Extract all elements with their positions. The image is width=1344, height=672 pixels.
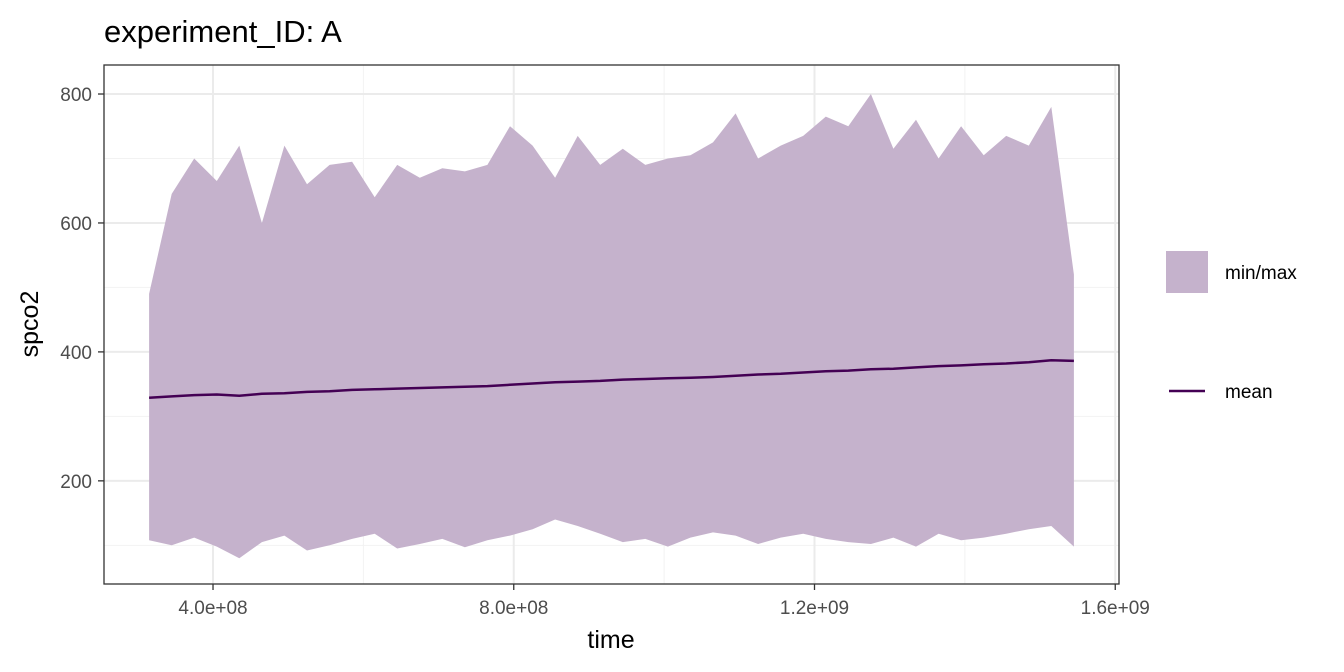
- x-axis: 4.0e+08 8.0e+08 1.2e+09 1.6e+09: [178, 584, 1150, 619]
- x-tick-label: 4.0e+08: [178, 598, 247, 619]
- y-tick-label: 200: [60, 472, 92, 493]
- panel-border: [103, 64, 1120, 585]
- mean-line: [149, 359, 1074, 399]
- legend-label-mean: mean: [1225, 382, 1273, 403]
- plot-panel: [103, 64, 1120, 585]
- chart-title: experiment_ID: A: [104, 14, 342, 49]
- x-tick-label: 1.2e+09: [780, 598, 849, 619]
- y-tick-label: 400: [60, 343, 92, 364]
- x-axis-title: time: [587, 626, 634, 654]
- y-tick-label: 600: [60, 214, 92, 235]
- x-tick-label: 1.6e+09: [1081, 598, 1150, 619]
- y-axis-title: spco2: [16, 291, 44, 358]
- y-axis: 200 400 600 800: [60, 85, 104, 493]
- legend-label-minmax: min/max: [1225, 263, 1297, 284]
- minmax-ribbon: [149, 94, 1074, 559]
- x-tick-label: 8.0e+08: [479, 598, 548, 619]
- legend: min/max mean: [1166, 251, 1297, 403]
- legend-key-minmax: [1166, 251, 1208, 293]
- y-tick-label: 800: [60, 85, 92, 106]
